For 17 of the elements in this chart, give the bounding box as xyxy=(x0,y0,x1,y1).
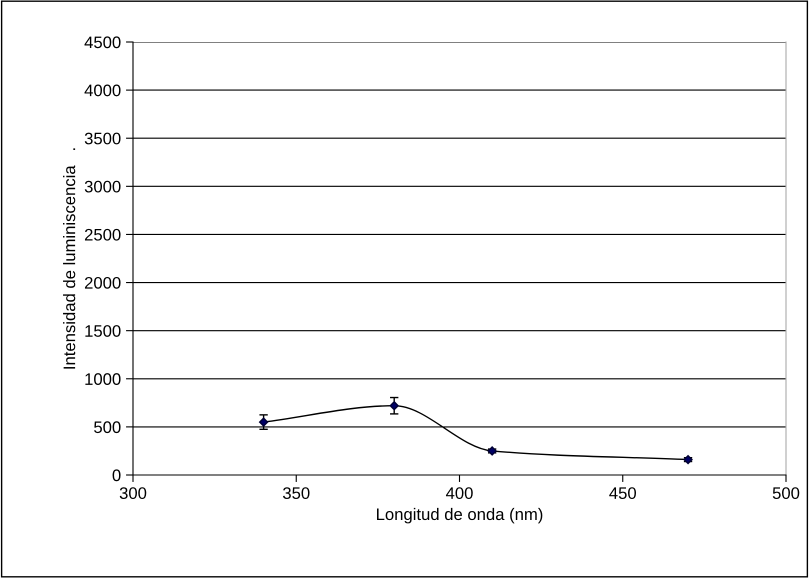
x-tick-label: 400 xyxy=(446,487,473,500)
y-tick-label: 1500 xyxy=(85,325,121,337)
x-axis-title: Longitud de onda (nm) xyxy=(377,508,542,524)
y-tick-label: 0 xyxy=(112,469,121,482)
y-axis-title: Intensidad de luminiscencia . xyxy=(63,148,76,369)
y-tick-label: 4500 xyxy=(84,36,121,48)
y-tick-label: 2000 xyxy=(84,276,121,289)
x-tick-label: 450 xyxy=(609,487,636,500)
y-tick-label: 2500 xyxy=(84,228,121,241)
y-tick-label: 3000 xyxy=(84,180,121,193)
y-tick-label: 3500 xyxy=(84,132,121,144)
y-tick-label: 1000 xyxy=(85,373,121,385)
x-tick-label: 300 xyxy=(120,487,146,500)
x-tick-label: 500 xyxy=(772,487,800,500)
y-tick-label: 4000 xyxy=(84,84,121,96)
y-tick-label: 500 xyxy=(94,421,121,434)
x-tick-label: 350 xyxy=(282,487,310,500)
